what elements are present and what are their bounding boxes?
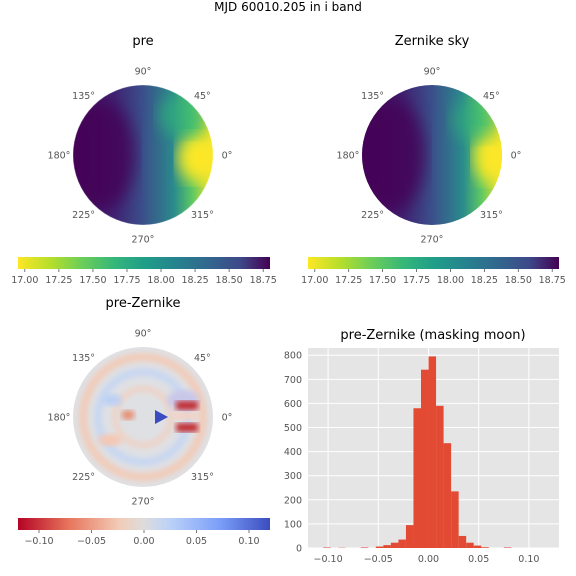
angle-label-diff: 0° [222,413,233,424]
angle-label-pre: 45° [194,91,211,102]
hist-bar [375,546,384,548]
angle-label-zernike: 45° [483,91,500,102]
hist-x-tick-label: −0.05 [364,554,393,565]
colorbar-tick-label: 17.50 [369,275,396,286]
colorbar-pre [18,257,270,269]
colorbar-diff [18,518,270,530]
angle-label-diff: 225° [72,472,95,483]
angle-label-zernike: 180° [337,151,360,162]
hist-y-tick-label: 0 [296,544,302,555]
colorbar-tick-label: 0.05 [186,536,207,547]
hist-y-tick-label: 200 [284,495,302,506]
pre-sky-map [73,85,213,225]
hist-bar [383,545,391,548]
angle-label-zernike: 315° [480,210,503,221]
hist-y-tick-label: 400 [284,447,302,458]
hist-bar [451,491,459,548]
hist-y-tick-label: 100 [284,519,302,530]
hist-y-tick-label: 500 [284,423,302,434]
hist-bar [405,525,414,548]
angle-label-zernike: 0° [511,151,522,162]
colorbar-tick-label: −0.10 [24,536,53,547]
hist-title: pre-Zernike (masking moon) [340,328,526,343]
hist-bar [413,408,422,548]
hist-y-tick-label: 700 [284,375,302,386]
colorbar-tick-label: 17.25 [335,275,362,286]
hist-bar [428,356,437,548]
colorbar-tick-label: 17.00 [301,275,328,286]
diff-sky-map [73,347,213,487]
hist-y-tick-label: 800 [284,351,302,362]
hist-bar [458,535,467,548]
colorbar-zernike [308,257,559,269]
hist-x-tick-label: −0.10 [314,554,343,565]
panel-title-zernike: Zernike sky [394,34,470,49]
angle-label-zernike: 270° [421,235,444,246]
hist-bar [421,369,429,548]
colorbar-tick-label: 17.25 [45,275,72,286]
angle-label-diff: 270° [132,497,155,508]
angle-label-zernike: 225° [361,210,384,221]
colorbar-tick-label: 17.75 [403,275,430,286]
colorbar-tick-label: 17.75 [113,275,140,286]
zernike-sky-map [362,85,502,225]
angle-label-pre: 315° [191,210,214,221]
hist-bar [436,405,444,548]
colorbar-tick-label: 18.75 [539,275,566,286]
angle-labels: 90° 45° 0° 315° 270° 225° 180° 135° 90° 45° 0° 315°… [48,67,522,508]
colorbar-tick-label: 17.50 [79,275,106,286]
colorbar-tick-label: 18.00 [437,275,464,286]
colorbar-tick-label: 18.75 [250,275,277,286]
hist-y-tick-label: 600 [284,399,302,410]
colorbar-tick-label: −0.05 [77,536,106,547]
hist-bar [398,539,406,548]
colorbar-tick-label: 0.00 [133,536,154,547]
colorbar-tick-label: 18.50 [216,275,243,286]
angle-label-pre: 270° [132,235,155,246]
colorbars: 17.00 17.25 17.50 17.75 18.00 18.25 18.50 18.75… [11,257,566,547]
hist-x-tick-label: 0.00 [418,554,439,565]
colorbar-tick-label: 18.50 [505,275,532,286]
angle-label-zernike: 135° [361,91,384,102]
hist-x-tick-label: 0.05 [468,554,489,565]
angle-label-diff: 90° [135,329,152,340]
colorbar-tick-label: 17.00 [11,275,38,286]
colorbar-tick-label: 18.25 [181,275,208,286]
angle-label-pre: 180° [48,151,71,162]
hist-y-tick-label: 300 [284,471,302,482]
angle-label-diff: 135° [72,353,95,364]
hist-bar [466,542,474,548]
hist-bar [390,542,399,548]
angle-label-diff: 45° [194,353,211,364]
angle-label-pre: 0° [222,151,233,162]
figure-title: MJD 60010.205 in i band [214,0,362,14]
angle-label-diff: 315° [191,472,214,483]
angle-label-pre: 90° [135,67,152,78]
angle-label-pre: 135° [72,91,95,102]
colorbar-tick-label: 18.00 [147,275,174,286]
hist-bar [481,547,489,548]
hist-bar [443,443,452,548]
angle-label-zernike: 90° [424,67,441,78]
panel-title-pre: pre [132,34,154,49]
hist-x-tick-label: 0.10 [518,554,539,565]
angle-label-diff: 180° [48,413,71,424]
angle-label-pre: 225° [72,210,95,221]
panel-title-diff: pre-Zernike [105,296,181,311]
hist-bar [473,545,482,548]
colorbar-tick-label: 18.25 [471,275,498,286]
colorbar-tick-label: 0.10 [238,536,259,547]
